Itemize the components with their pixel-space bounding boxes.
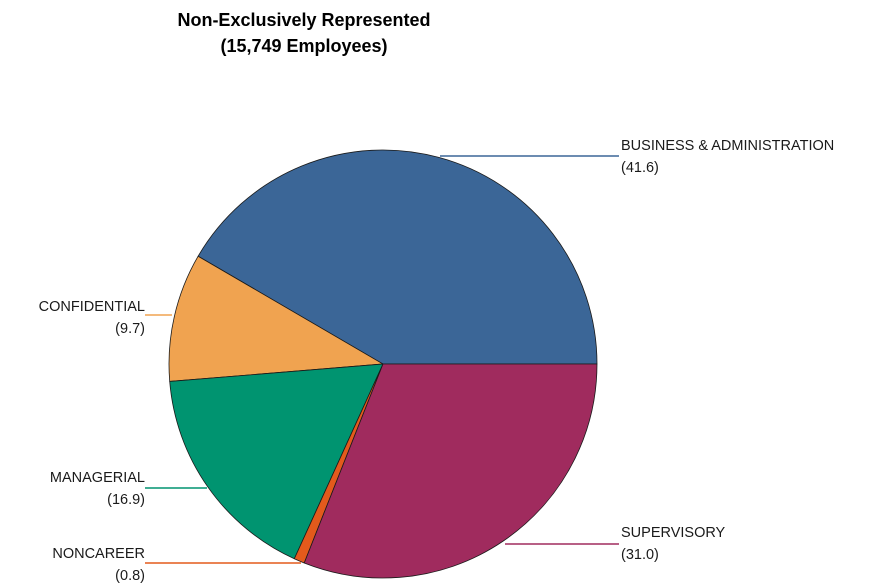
slice-label-name: MANAGERIAL	[50, 470, 145, 486]
leader-lines	[145, 155, 619, 564]
slice-label-name: BUSINESS & ADMINISTRATION	[621, 138, 834, 154]
slice-label-value: (16.9)	[107, 492, 145, 508]
slice-labels: BUSINESS & ADMINISTRATION (41.6) CONFIDENT…	[39, 138, 835, 584]
slice-label-value: (31.0)	[621, 547, 659, 563]
chart-title: Non-Exclusively Represented	[177, 10, 430, 30]
slice-label-name: SUPERVISORY	[621, 525, 726, 541]
slice-label-name: NONCAREER	[52, 546, 145, 562]
slice-label-name: CONFIDENTIAL	[39, 299, 145, 315]
chart-subtitle: (15,749 Employees)	[220, 36, 387, 56]
pie-slice-business-administration	[197, 149, 598, 365]
slice-label-value: (41.6)	[621, 160, 659, 176]
pie-slices	[168, 149, 598, 579]
pie-slice-supervisory	[303, 363, 598, 579]
slice-label-value: (9.7)	[115, 321, 145, 337]
pie-slice-managerial	[169, 363, 384, 560]
slice-label-value: (0.8)	[115, 568, 145, 584]
pie-slice-confidential	[168, 255, 384, 382]
